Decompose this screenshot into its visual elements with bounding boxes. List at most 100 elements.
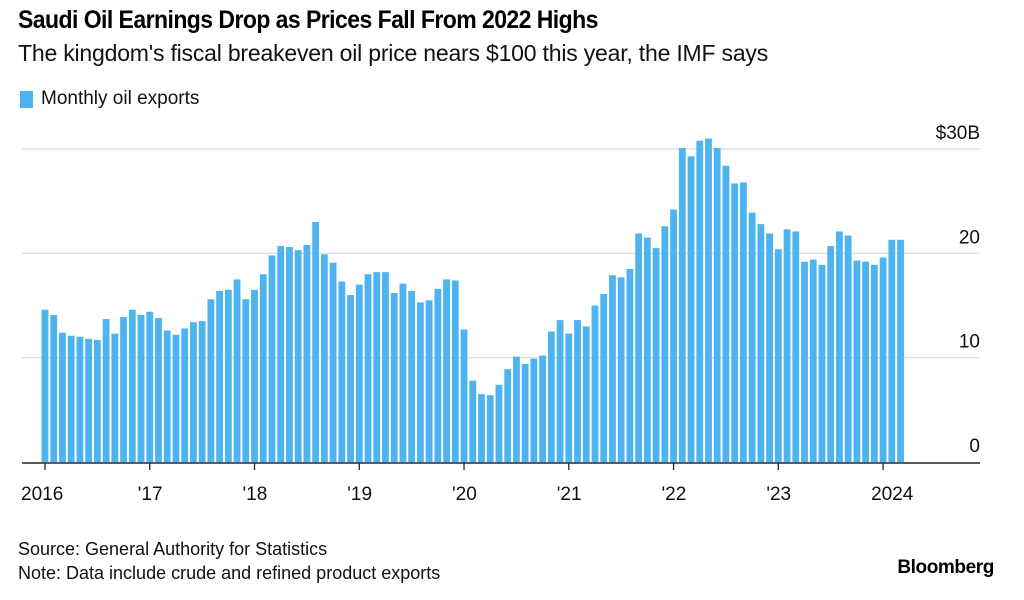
bar xyxy=(870,264,878,462)
bar xyxy=(163,330,171,462)
bar xyxy=(207,299,215,462)
bar xyxy=(705,138,712,462)
bar xyxy=(774,249,782,462)
bar xyxy=(469,380,477,462)
bar xyxy=(312,222,320,462)
bar xyxy=(504,369,512,462)
bar xyxy=(478,394,485,462)
legend-swatch xyxy=(20,90,33,108)
bar xyxy=(687,156,695,463)
chart-footer: Source: General Authority for Statistics… xyxy=(18,537,440,585)
bar xyxy=(862,261,870,462)
bar xyxy=(120,316,127,462)
bar xyxy=(408,290,416,462)
bar xyxy=(59,332,66,462)
bar xyxy=(731,183,739,462)
bar xyxy=(600,294,608,462)
bar xyxy=(661,226,669,462)
bar xyxy=(748,212,756,462)
bar xyxy=(609,275,616,462)
x-tick-label: '23 xyxy=(766,484,791,505)
x-tick-label: '18 xyxy=(243,484,268,505)
bar xyxy=(137,314,145,462)
data-note: Note: Data include crude and refined pro… xyxy=(18,563,441,583)
bars xyxy=(41,138,904,463)
x-tick-label: '19 xyxy=(347,484,372,505)
y-tick-label: $30B xyxy=(936,123,980,144)
bar xyxy=(172,334,180,462)
bar xyxy=(888,239,896,462)
bar xyxy=(521,363,529,462)
bar xyxy=(530,358,538,462)
bar xyxy=(443,279,450,462)
bar xyxy=(399,283,407,462)
bar xyxy=(495,384,503,462)
chart-subtitle: The kingdom's fiscal breakeven oil price… xyxy=(18,40,769,66)
x-tick-label: '20 xyxy=(452,484,477,505)
bar xyxy=(434,288,442,462)
bar xyxy=(76,336,84,462)
bar xyxy=(181,328,189,462)
bar xyxy=(626,268,634,462)
bar xyxy=(591,305,599,462)
bar xyxy=(294,250,302,462)
bar xyxy=(574,320,581,462)
x-tick-label: 2016 xyxy=(21,484,63,505)
bar xyxy=(329,262,337,462)
bar xyxy=(635,233,643,462)
bar xyxy=(827,246,835,462)
bar xyxy=(853,260,861,462)
bar xyxy=(338,281,346,462)
bar xyxy=(224,289,232,462)
bar xyxy=(233,279,241,462)
bar xyxy=(242,299,250,462)
bar xyxy=(251,289,258,462)
x-tick-label: '21 xyxy=(557,484,582,505)
bar xyxy=(670,209,677,462)
source-note: Source: General Authority for Statistics xyxy=(18,539,328,559)
bar xyxy=(547,331,555,462)
bar xyxy=(50,314,58,462)
bar xyxy=(539,355,547,462)
bar xyxy=(792,231,800,462)
x-ticks: 2016 '17 '18 '19 '20 '21 '22 '23 2024 xyxy=(21,463,914,505)
y-tick-label: 0 xyxy=(969,436,980,457)
x-tick-label: 2024 xyxy=(871,484,914,505)
bar xyxy=(809,259,817,462)
bar xyxy=(713,147,721,462)
bar xyxy=(111,333,119,462)
bar xyxy=(425,300,433,462)
bar xyxy=(783,229,791,462)
y-tick-label: 10 xyxy=(959,332,980,353)
bar xyxy=(303,244,311,462)
bar xyxy=(486,395,494,462)
bar xyxy=(216,290,223,462)
bar xyxy=(102,319,110,462)
bar xyxy=(67,335,75,462)
bar xyxy=(190,322,197,462)
bar xyxy=(513,356,520,462)
bar xyxy=(382,272,389,462)
bar xyxy=(390,292,398,462)
bar xyxy=(416,302,424,462)
bar xyxy=(801,261,808,462)
bar xyxy=(355,284,363,462)
bar xyxy=(93,339,101,462)
bar xyxy=(320,254,328,462)
bar xyxy=(364,274,372,462)
bar xyxy=(844,235,852,462)
bar xyxy=(678,147,686,462)
bar xyxy=(41,309,49,462)
bar xyxy=(766,233,773,462)
bar xyxy=(696,140,704,462)
bar xyxy=(818,264,826,462)
bar xyxy=(146,311,154,462)
bar xyxy=(451,280,459,462)
bar xyxy=(373,272,381,462)
bar xyxy=(582,326,590,462)
y-tick-label: 20 xyxy=(959,227,980,248)
bar xyxy=(286,247,293,462)
x-tick-label: '22 xyxy=(662,484,687,505)
y-tick-labels: 0 10 20 $30B xyxy=(936,123,980,457)
